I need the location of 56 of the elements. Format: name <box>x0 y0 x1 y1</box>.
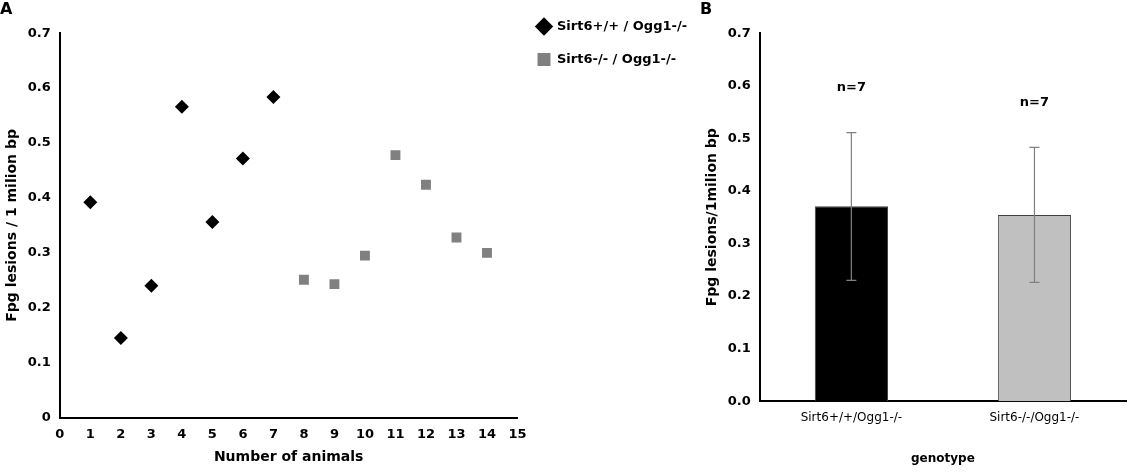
y-tick-label: 0.3 <box>727 234 751 250</box>
y-tick-label: 0.7 <box>727 24 751 40</box>
y-axis-title: Fpg lesions/1milion bp <box>703 128 720 307</box>
y-tick-label: 0.4 <box>27 189 51 205</box>
y-tick-label: 0.7 <box>27 24 51 40</box>
point <box>359 250 370 261</box>
x-tick-label: Sirt6-/-/Ogg1-/- <box>989 409 1080 424</box>
x-tick-label: 13 <box>447 425 466 441</box>
x-tick-label: 1 <box>85 425 95 441</box>
x-tick-label: 12 <box>416 425 436 441</box>
y-axis-title: Fpg lesions / 1 milion bp <box>3 129 20 322</box>
legend-label: Sirt6+/+ / Ogg1-/- <box>557 17 688 33</box>
chart-title: B <box>700 0 713 18</box>
point <box>421 179 431 190</box>
x-tick-label: 7 <box>268 425 278 441</box>
point <box>174 99 189 114</box>
x-tick-label: 6 <box>238 425 248 441</box>
chart-title: A <box>0 0 13 18</box>
point <box>235 151 250 166</box>
y-tick-label: 0.6 <box>727 77 751 93</box>
legend-label: Sirt6-/- / Ogg1-/- <box>557 50 677 66</box>
y-tick-label: 0.5 <box>27 134 51 150</box>
x-tick-label: 3 <box>146 425 156 441</box>
x-axis-title: genotype <box>911 450 975 465</box>
x-tick-label: 14 <box>477 425 497 441</box>
annotation: n=7 <box>836 78 866 94</box>
y-tick-label: 0.3 <box>27 244 51 260</box>
x-tick-label: 0 <box>55 425 65 441</box>
point <box>482 247 492 258</box>
x-tick-label: 8 <box>299 425 309 441</box>
x-tick-label: 11 <box>386 425 405 441</box>
y-tick-label: 0.1 <box>27 354 51 370</box>
point <box>83 195 98 210</box>
x-tick-label: 5 <box>207 425 217 441</box>
y-tick-label: 0.2 <box>727 287 751 303</box>
point <box>266 89 281 104</box>
point <box>390 150 401 161</box>
y-tick-label: 0.2 <box>27 299 51 315</box>
y-tick-label: 0.1 <box>727 340 751 355</box>
point <box>329 279 340 290</box>
annotation: n=7 <box>1019 93 1050 109</box>
x-tick-label: 9 <box>329 425 339 441</box>
x-tick-label: 15 <box>508 425 527 441</box>
x-tick-label: Sirt6+/+/Ogg1-/- <box>800 409 903 424</box>
x-tick-label: 10 <box>355 425 374 441</box>
x-tick-label: 4 <box>177 425 187 441</box>
x-axis-title: Number of animals <box>213 448 364 465</box>
point <box>205 215 220 230</box>
point <box>113 330 128 345</box>
y-tick-label: 0.5 <box>727 129 751 145</box>
y-tick-label: 0.0 <box>727 392 751 408</box>
point <box>144 278 159 293</box>
point <box>298 274 309 285</box>
x-tick-label: 2 <box>116 425 126 441</box>
y-tick-label: 0.4 <box>727 182 751 198</box>
y-tick-label: 0.6 <box>27 79 51 95</box>
